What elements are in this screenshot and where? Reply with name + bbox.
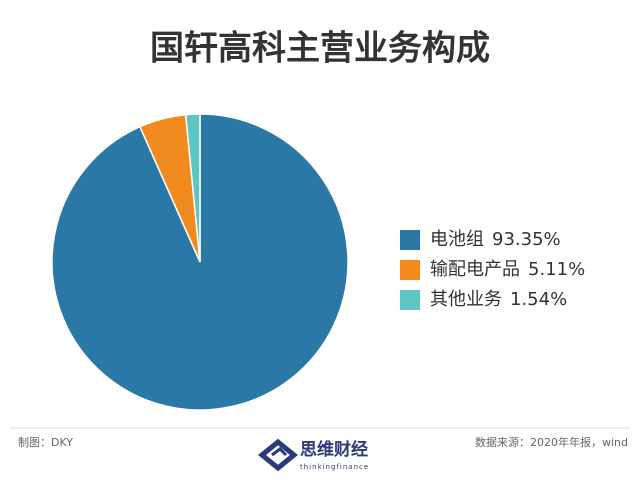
logo-icon-inner — [271, 447, 288, 457]
legend-value: 93.35% — [492, 229, 561, 250]
footer-author: 制图：DKY — [18, 436, 73, 449]
logo-icon — [258, 438, 298, 472]
legend-label: 其他业务 — [430, 289, 502, 310]
legend-swatch — [400, 230, 420, 250]
legend-label: 电池组 — [430, 229, 484, 250]
logo-subtext: thinkingfinance — [300, 463, 369, 471]
pie-slice — [184, 113, 201, 263]
legend-value: 5.11% — [528, 259, 585, 280]
legend-label: 输配电产品 — [430, 259, 520, 280]
legend-swatch — [400, 290, 420, 310]
legend: 电池组 93.35% 输配电产品 5.11% 其他业务 1.54% — [400, 229, 585, 310]
logo: 思维财经 thinkingfinance — [258, 438, 369, 472]
logo-text: 思维财经 — [300, 439, 368, 460]
chart-title: 国轩高科主营业务构成 — [150, 29, 490, 69]
legend-swatch — [400, 260, 420, 280]
footer-source: 数据来源：2020年年报，wind — [475, 435, 628, 449]
pie — [51, 113, 349, 411]
legend-value: 1.54% — [510, 289, 567, 310]
